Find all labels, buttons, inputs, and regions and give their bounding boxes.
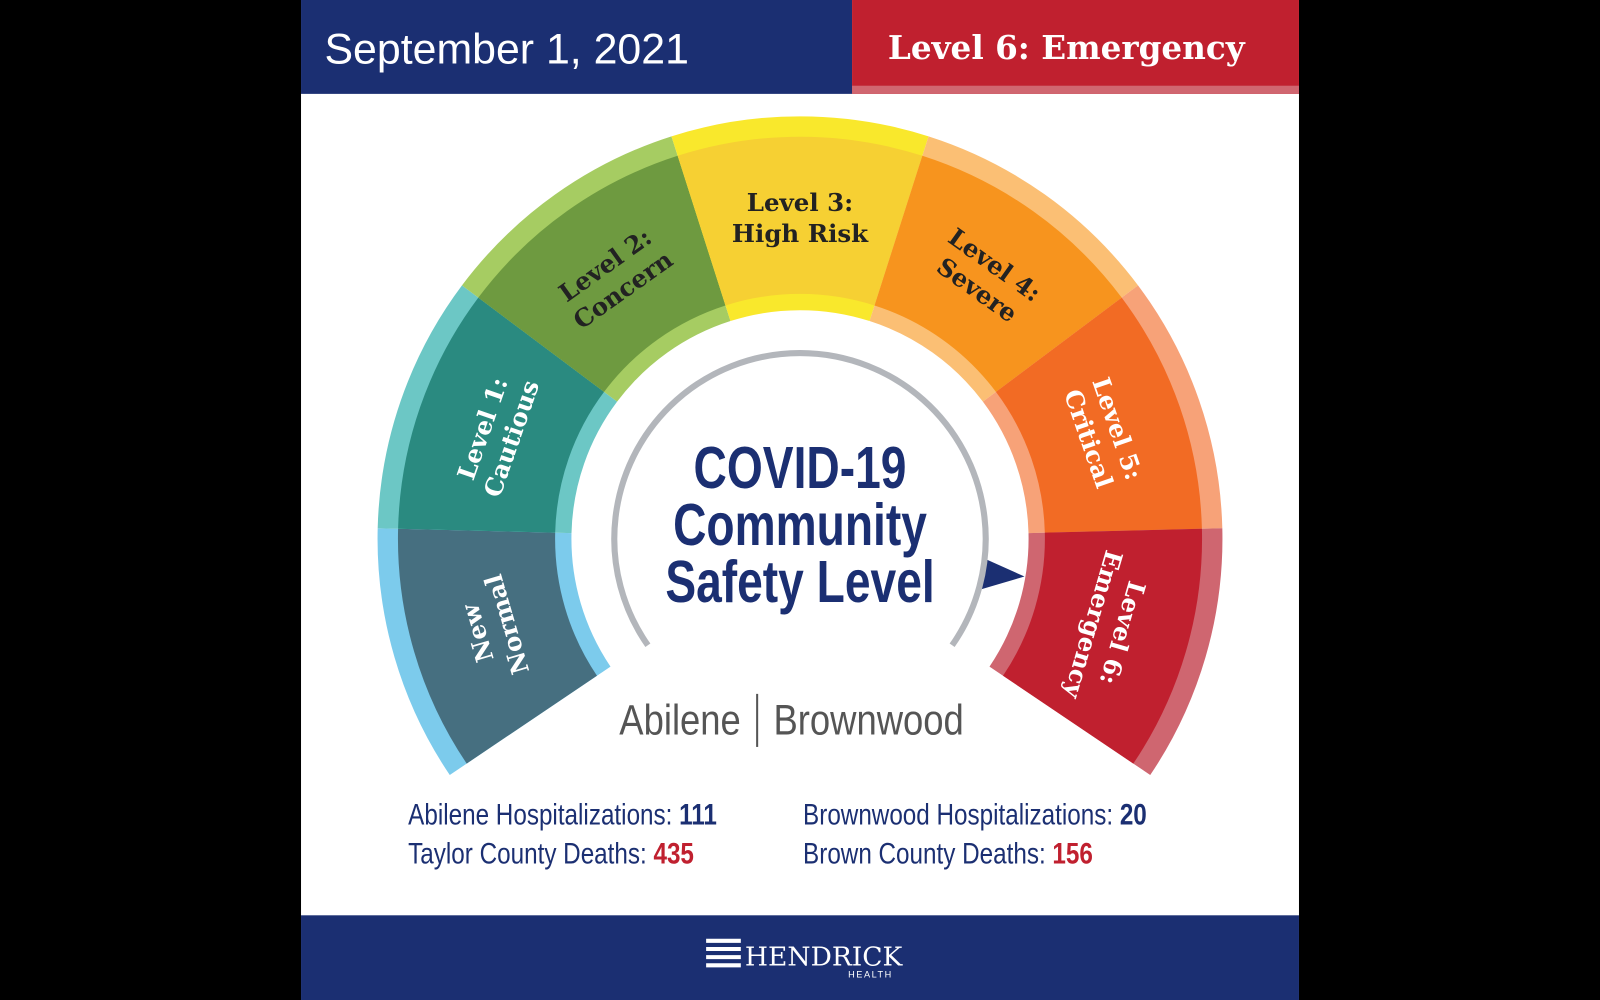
stat-label: Brownwood Hospitalizations: xyxy=(803,798,1113,831)
logo-lines xyxy=(706,938,741,968)
stat: Abilene Hospitalizations: 111 xyxy=(408,798,717,831)
gauge-title: COVID-19 xyxy=(694,435,907,501)
gauge-title: Safety Level xyxy=(665,550,934,616)
brand-sub: HEALTH xyxy=(848,970,893,980)
segment xyxy=(397,528,597,764)
segment xyxy=(1003,528,1203,764)
gauge-title: Community xyxy=(673,492,927,558)
stat-label: Brown County Deaths: xyxy=(803,837,1046,870)
segment xyxy=(995,297,1202,533)
level-bar-rim xyxy=(852,85,1299,94)
date-bar xyxy=(301,0,853,94)
stat-value: 111 xyxy=(679,798,717,831)
segment-label: Level 3:High Risk xyxy=(732,188,869,248)
stat-value: 156 xyxy=(1052,837,1092,870)
inner-arc xyxy=(611,350,989,648)
city: Abilene xyxy=(619,697,741,744)
stat-label: Abilene Hospitalizations: xyxy=(408,798,672,831)
segment-label-line: High Risk xyxy=(732,219,869,248)
pointer xyxy=(979,559,1025,590)
segment xyxy=(398,297,605,533)
segment xyxy=(478,155,726,392)
stat-value: 435 xyxy=(653,837,693,870)
stat: Brown County Deaths: 156 xyxy=(803,837,1093,870)
stat: Brownwood Hospitalizations: 20 xyxy=(803,798,1147,831)
segment-label-line: Level 3: xyxy=(747,188,853,217)
city: Brownwood xyxy=(773,697,963,744)
brand: HENDRICK xyxy=(745,941,904,972)
level-bar xyxy=(852,0,1299,94)
stats: Abilene Hospitalizations: 111 Taylor Count… xyxy=(408,798,1147,870)
logo-icon xyxy=(706,938,741,968)
stat-label: Taylor County Deaths: xyxy=(408,837,647,870)
current-level: Level 6: Emergency xyxy=(888,28,1246,67)
footer-bar xyxy=(301,915,1299,1000)
stat: Taylor County Deaths: 435 xyxy=(408,837,694,870)
segment xyxy=(874,155,1122,392)
date: September 1, 2021 xyxy=(324,25,688,73)
stat-value: 20 xyxy=(1120,798,1147,831)
segment xyxy=(677,136,923,306)
